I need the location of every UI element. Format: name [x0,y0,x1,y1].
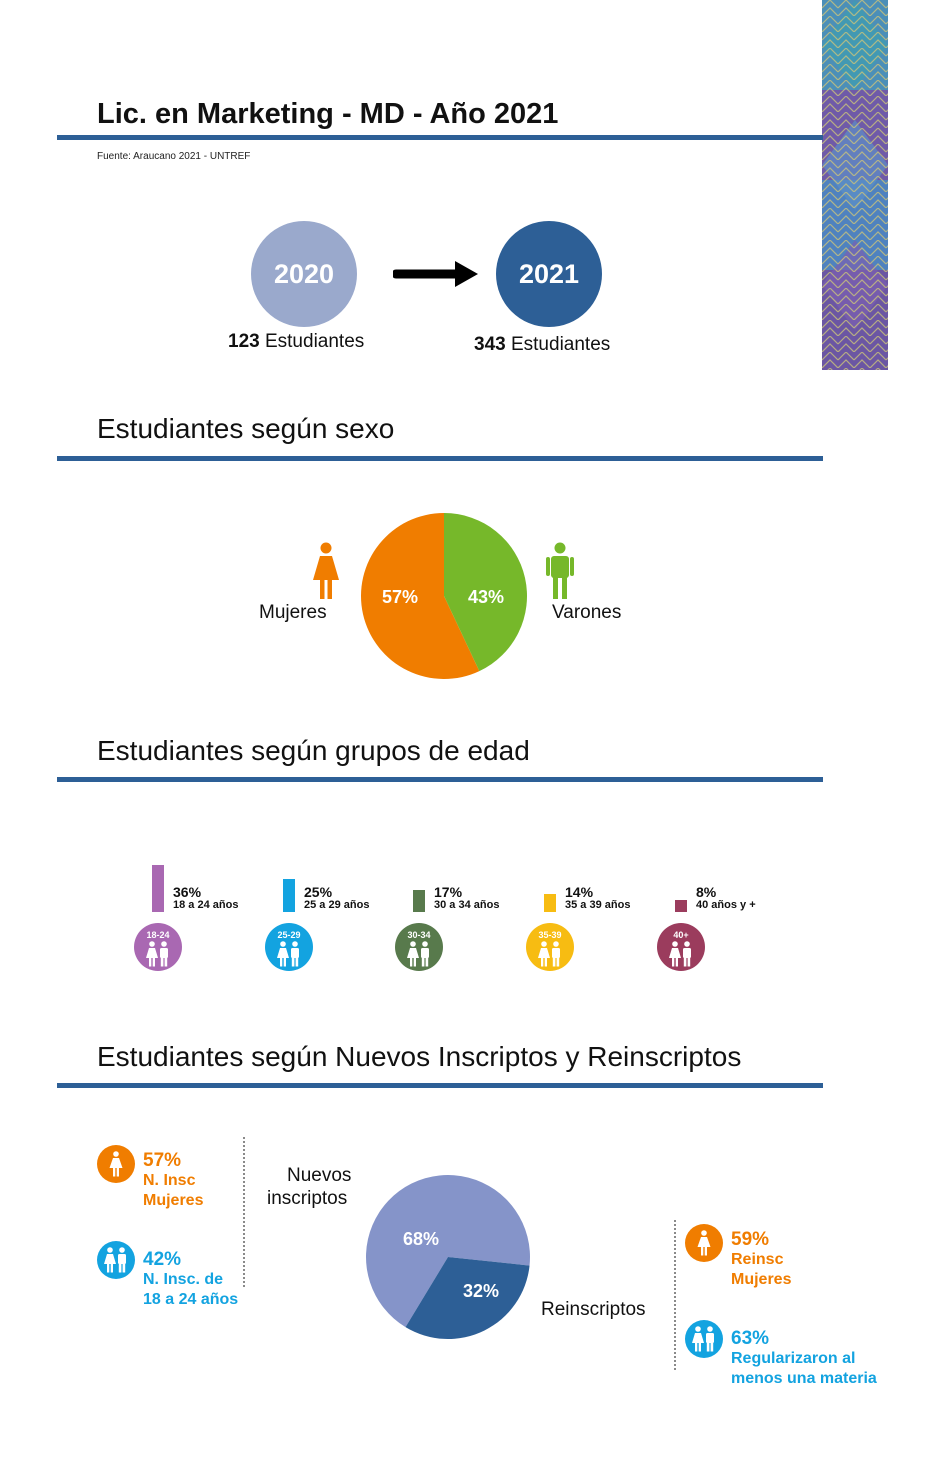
couple-badge [685,1320,723,1358]
sex-pie-chart [361,513,527,679]
page-title: Lic. en Marketing - MD - Año 2021 [97,98,559,130]
pie-enroll-slice-1 [405,1257,530,1339]
age-range-25-29: 25 a 29 años [304,899,370,911]
couple-icon [537,941,563,972]
couple-badge [97,1241,135,1279]
age-pct-40+: 8% [696,884,717,900]
couple-icon [145,941,171,972]
pie-enroll-label-new: 68% [403,1229,440,1249]
age-range-40+: 40 años y + [696,899,756,911]
year-2020-label: 2020 [273,258,335,289]
woman-icon [697,1230,711,1261]
age-range-35-39: 35 a 39 años [565,899,631,911]
age-badge-tag: 25-29 [277,930,301,940]
title-rule [57,135,823,140]
count-2021-unit: Estudiantes [510,334,611,355]
age-section-rule [57,777,823,782]
count-2020-value: 123 [228,331,260,352]
pie-enroll-label-re: 32% [463,1281,500,1301]
female-label: Mujeres [259,602,327,623]
couple-icon [406,941,432,972]
right-stat-1-text-line1: Regularizaron al [731,1350,856,1367]
pie-sex-slice-0 [361,513,480,679]
age-badge-25-29: 25-29 [265,923,313,971]
source-note: Fuente: Araucano 2021 - UNTREF [97,151,251,162]
age-pct-30-34: 17% [434,884,463,900]
age-badge-30-34: 30-34 [395,923,443,971]
sex-section-rule [57,456,823,461]
age-pct-35-39: 14% [565,884,594,900]
left-stat-1-pct: 42% [143,1249,182,1270]
age-badge-tag: 18-24 [146,930,170,940]
couple-icon [276,941,302,972]
age-bar-25-29 [283,879,295,912]
left-stat-1-text: N. Insc. de 18 a 24 años [143,1270,238,1310]
couple-icon [691,1326,717,1357]
count-2020-unit: Estudiantes [264,331,365,352]
left-divider [243,1137,245,1287]
age-badge-tag: 30-34 [407,930,431,940]
right-divider [674,1220,676,1370]
woman-icon [313,542,339,599]
right-stat-1-text-line2: menos una materia [731,1370,877,1387]
man-icon [546,542,574,599]
woman-badge [97,1145,135,1183]
right-stat-0-text-line1: Reinsc [731,1251,784,1268]
year-2020-circle: 2020 [251,221,357,327]
left-stat-0-text: N. Insc Mujeres [143,1171,203,1211]
age-badge-35-39: 35-39 [526,923,574,971]
right-stat-0-pct: 59% [731,1229,770,1250]
count-2020: 123 Estudiantes [228,331,364,353]
age-bar-35-39 [544,893,556,912]
age-section-title: Estudiantes según grupos de edad [97,735,530,766]
left-stat-0-text-line2: Mujeres [143,1192,204,1209]
age-range-18-24: 18 a 24 años [173,899,239,911]
age-badge-tag: 35-39 [538,930,562,940]
count-2021: 343 Estudiantes [474,334,610,356]
pie-sex-label-male: 43% [468,587,505,607]
male-label: Varones [552,602,622,623]
new-inscribed-label-line1: Nuevos [287,1165,352,1186]
age-badge-tag: 40+ [673,930,689,940]
age-pct-25-29: 25% [304,884,333,900]
couple-icon [103,1247,129,1278]
left-stat-1-text-line1: N. Insc. de [143,1271,224,1288]
age-badge-18-24: 18-24 [134,923,182,971]
right-stat-1-pct: 63% [731,1328,770,1349]
left-stat-0-pct: 57% [143,1150,182,1171]
enrollment-pie-chart [366,1175,530,1339]
age-badge-40+: 40+ [657,923,705,971]
right-stat-0-text: Reinsc Mujeres [731,1250,791,1290]
left-stat-0-text-line1: N. Insc [143,1172,196,1189]
age-pct-18-24: 36% [173,884,202,900]
new-inscribed-label-line2: inscriptos [267,1188,348,1209]
pie-sex-label-female: 57% [382,587,419,607]
reinscribed-label: Reinscriptos [541,1299,646,1320]
woman-icon [109,1151,123,1182]
woman-badge [685,1224,723,1262]
decorative-pattern [822,0,888,370]
age-bar-18-24 [152,865,164,912]
right-stat-0-text-line2: Mujeres [731,1271,792,1288]
year-2021-label: 2021 [518,258,580,289]
year-2021-circle: 2021 [496,221,602,327]
pie-sex-slice-1 [444,513,527,672]
age-bar-30-34 [413,889,425,912]
count-2021-value: 343 [474,334,506,355]
couple-icon [668,941,694,972]
right-stat-1-text: Regularizaron al menos una materia [731,1349,877,1389]
pie-enroll-slice-0 [366,1175,530,1328]
enrollment-section-rule [57,1083,823,1088]
sex-section-title: Estudiantes según sexo [97,413,395,444]
age-bar-40+ [675,900,687,912]
left-stat-1-text-line2: 18 a 24 años [143,1291,239,1308]
enrollment-section-title: Estudiantes según Nuevos Inscriptos y Re… [97,1041,742,1072]
age-range-30-34: 30 a 34 años [434,899,500,911]
arrow-right-icon [393,261,478,287]
